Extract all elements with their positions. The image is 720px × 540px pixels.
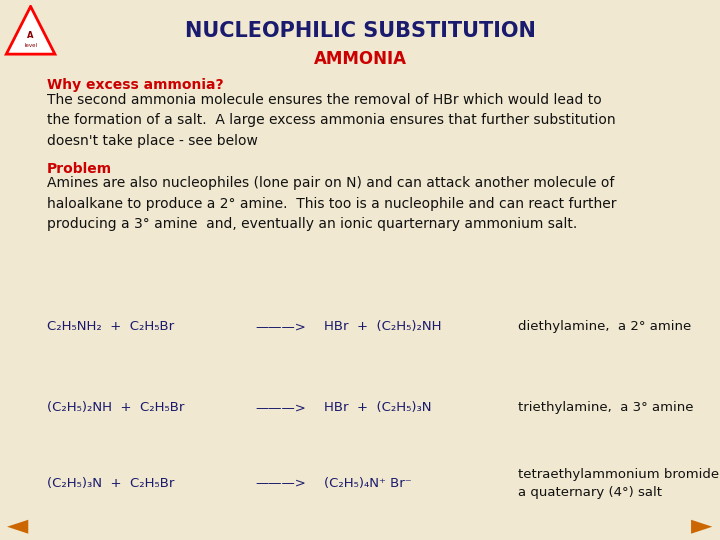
Text: AMMONIA: AMMONIA: [313, 50, 407, 68]
Text: ◄: ◄: [7, 511, 29, 539]
Text: ———>: ———>: [256, 477, 306, 490]
Text: Problem: Problem: [47, 162, 112, 176]
Text: level: level: [24, 43, 37, 48]
Text: triethylamine,  a 3° amine: triethylamine, a 3° amine: [518, 401, 694, 414]
Text: (C₂H₅)₄N⁺ Br⁻: (C₂H₅)₄N⁺ Br⁻: [324, 477, 412, 490]
Text: NUCLEOPHILIC SUBSTITUTION: NUCLEOPHILIC SUBSTITUTION: [184, 21, 536, 40]
Text: (C₂H₅)₂NH  +  C₂H₅Br: (C₂H₅)₂NH + C₂H₅Br: [47, 401, 184, 414]
Text: ———>: ———>: [256, 401, 306, 414]
Text: C₂H₅NH₂  +  C₂H₅Br: C₂H₅NH₂ + C₂H₅Br: [47, 320, 174, 333]
Text: A: A: [27, 31, 34, 39]
Text: Why excess ammonia?: Why excess ammonia?: [47, 78, 223, 92]
Text: HBr  +  (C₂H₅)₂NH: HBr + (C₂H₅)₂NH: [324, 320, 441, 333]
Text: (C₂H₅)₃N  +  C₂H₅Br: (C₂H₅)₃N + C₂H₅Br: [47, 477, 174, 490]
Text: ►: ►: [691, 511, 713, 539]
Polygon shape: [6, 6, 55, 54]
Text: ———>: ———>: [256, 320, 306, 333]
Text: Amines are also nucleophiles (lone pair on N) and can attack another molecule of: Amines are also nucleophiles (lone pair …: [47, 176, 616, 231]
Text: HBr  +  (C₂H₅)₃N: HBr + (C₂H₅)₃N: [324, 401, 431, 414]
Text: The second ammonia molecule ensures the removal of HBr which would lead to
the f: The second ammonia molecule ensures the …: [47, 93, 616, 148]
Text: tetraethylammonium bromide
a quaternary (4°) salt: tetraethylammonium bromide a quaternary …: [518, 468, 719, 499]
Text: diethylamine,  a 2° amine: diethylamine, a 2° amine: [518, 320, 692, 333]
